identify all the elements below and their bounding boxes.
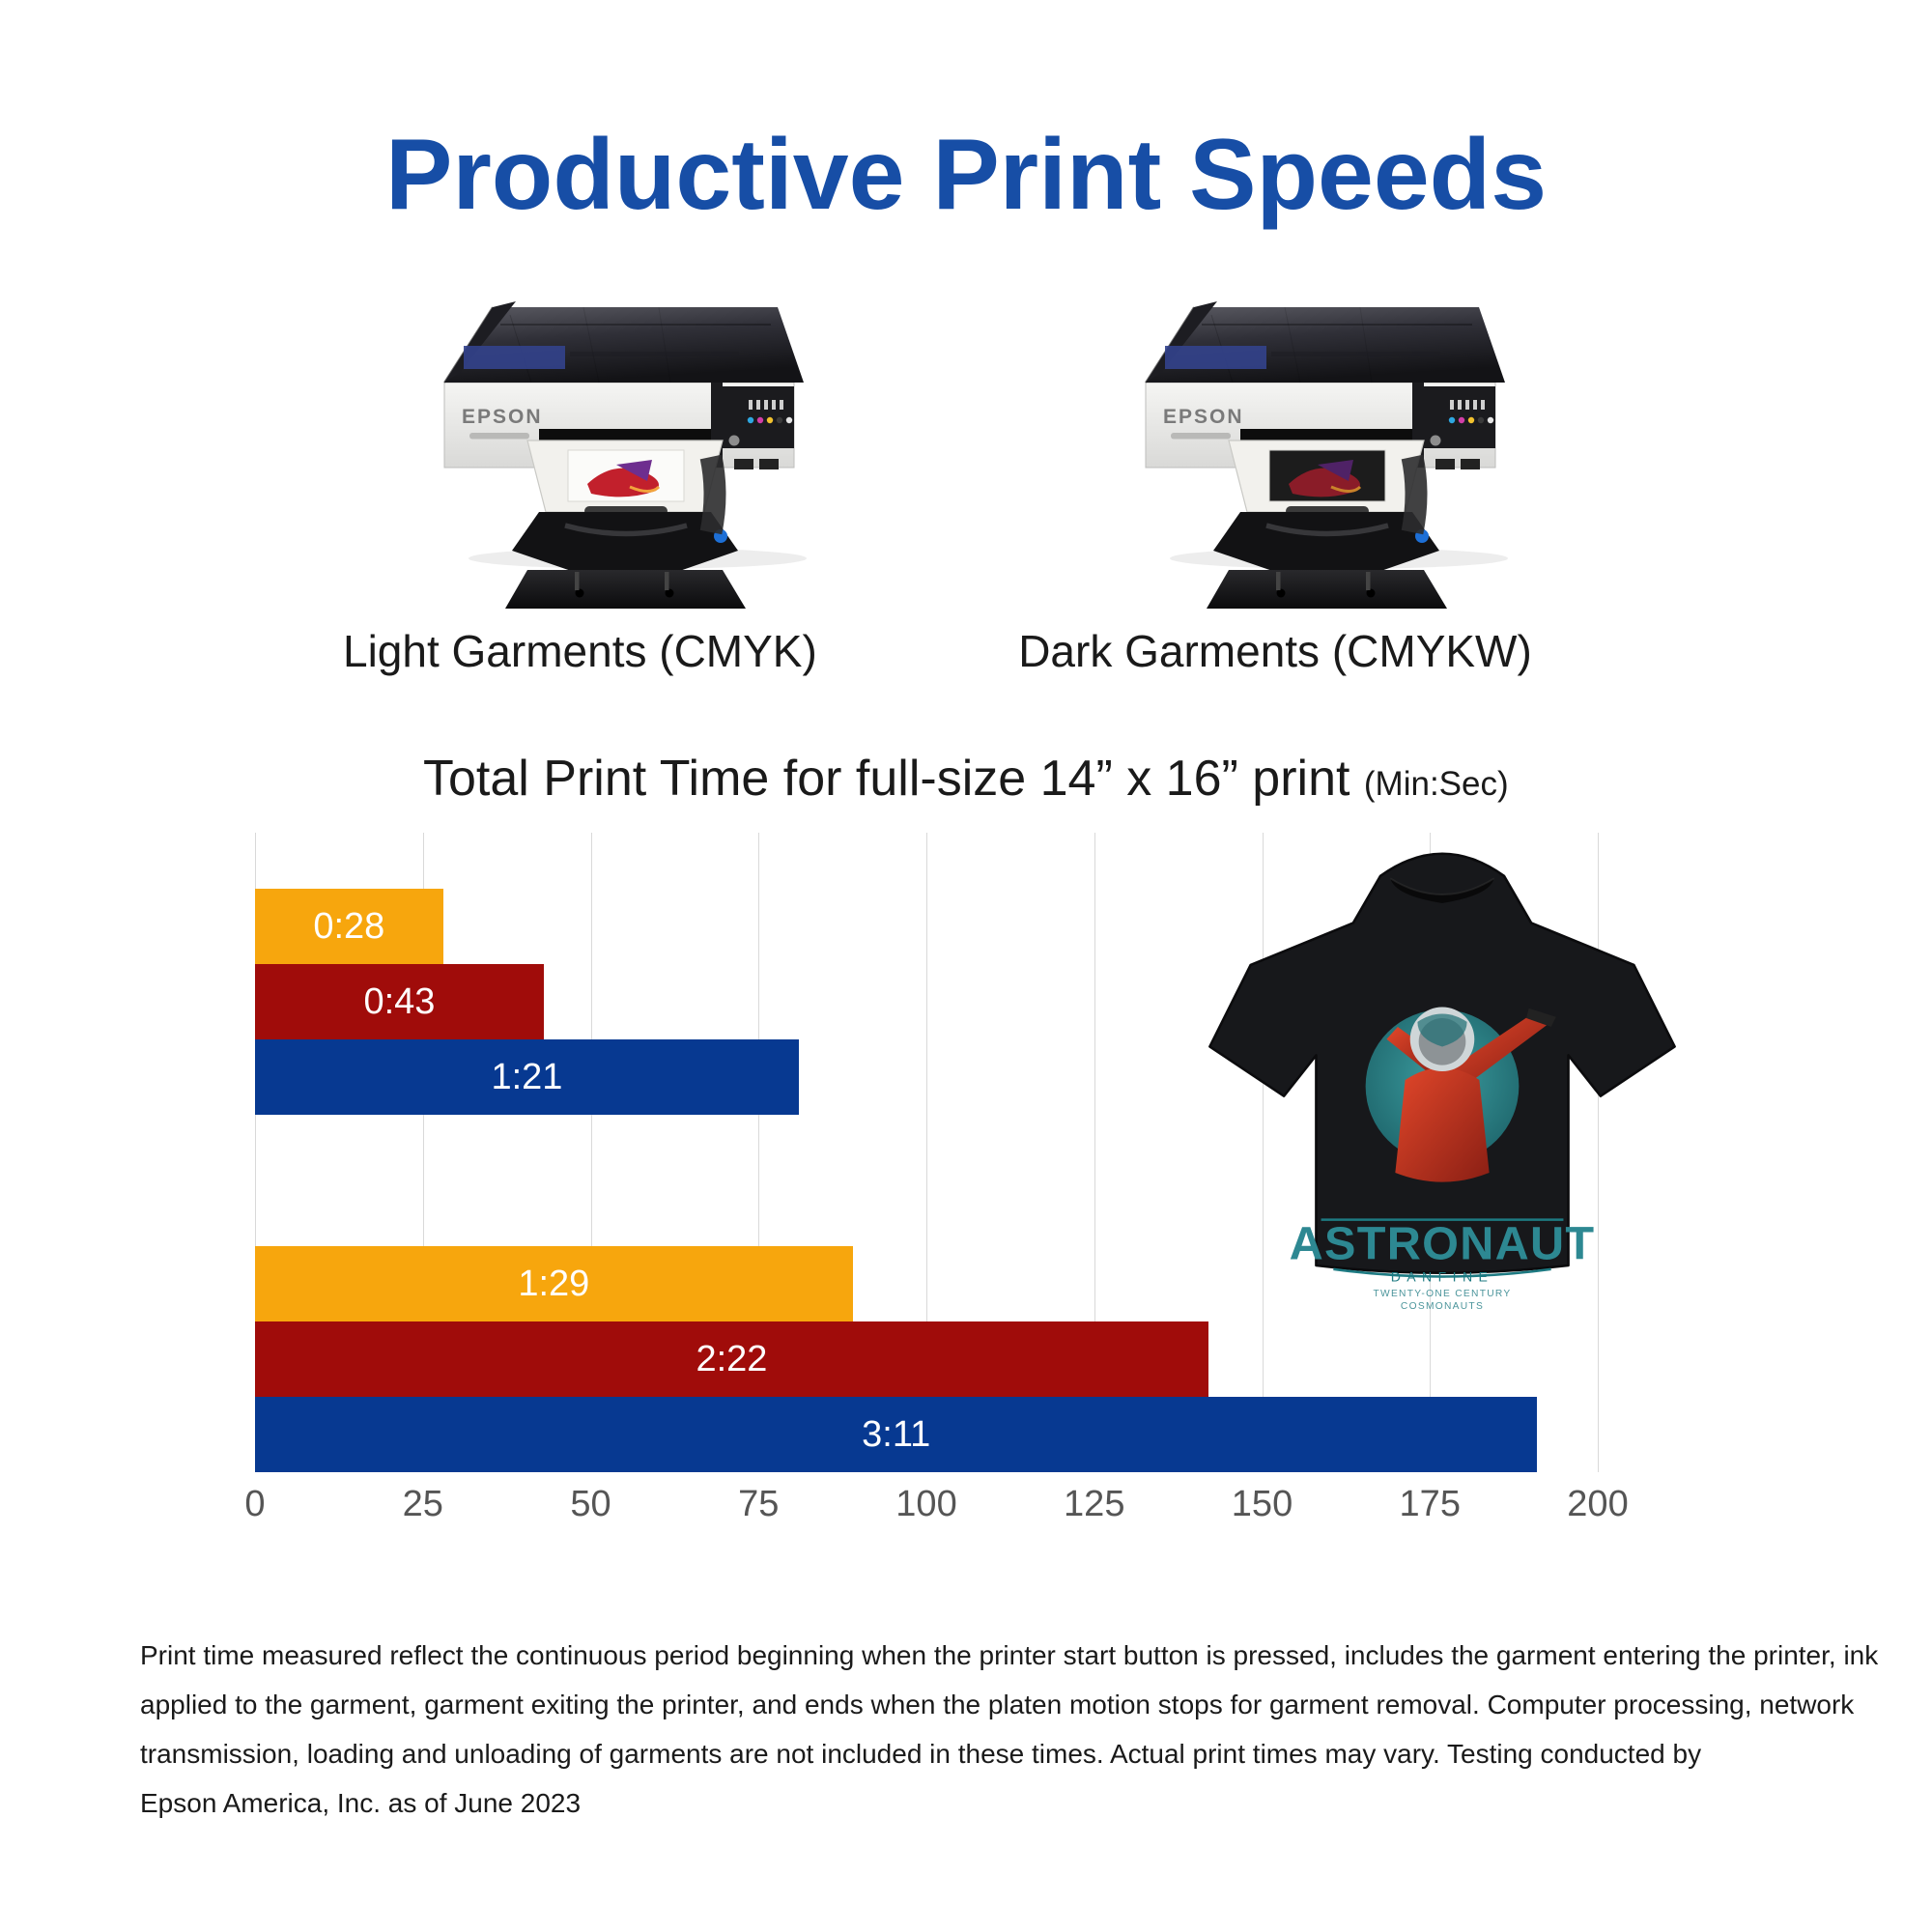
- svg-text:ASTRONAUT: ASTRONAUT: [1290, 1218, 1596, 1270]
- svg-text:DANFINE: DANFINE: [1391, 1269, 1494, 1285]
- svg-text:COSMONAUTS: COSMONAUTS: [1401, 1301, 1484, 1312]
- svg-text:EPSON: EPSON: [1163, 406, 1244, 428]
- svg-text:EPSON: EPSON: [462, 406, 543, 428]
- svg-text:TWENTY-ONE CENTURY: TWENTY-ONE CENTURY: [1373, 1289, 1511, 1299]
